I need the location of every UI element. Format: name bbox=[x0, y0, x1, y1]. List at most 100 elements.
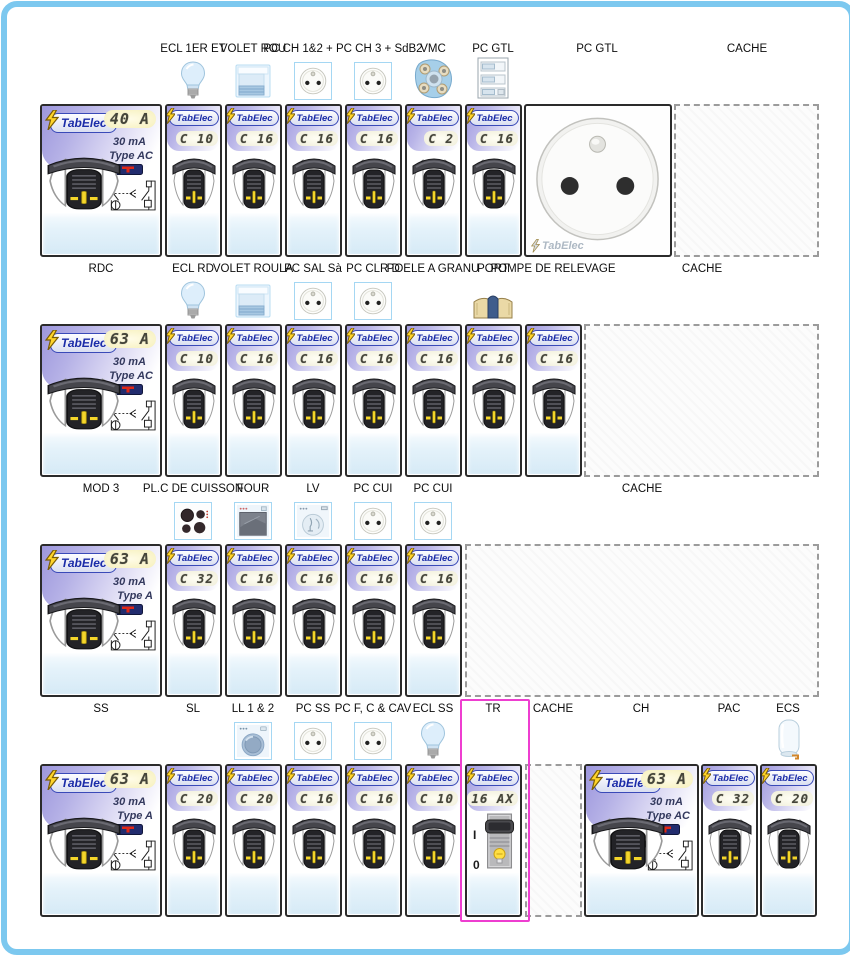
socket-icon[interactable] bbox=[414, 502, 452, 540]
differential-switch-module[interactable]: TabElec 63 A 30 mA Type A bbox=[40, 764, 162, 917]
circuit-label[interactable]: PC CH 1&2 + PC CH 3 + SdB2 bbox=[263, 43, 423, 55]
circuit-label[interactable]: ECL RD bbox=[172, 263, 214, 275]
circuit-breaker-module[interactable]: TabElec C 16 bbox=[225, 104, 282, 257]
dishwasher-icon[interactable] bbox=[294, 502, 332, 540]
circuit-label[interactable]: VOLET ROULA bbox=[212, 263, 294, 275]
circuit-breaker-module[interactable]: TabElec C 16 bbox=[285, 544, 342, 697]
blank-cover-module[interactable] bbox=[525, 764, 582, 917]
socket-icon[interactable] bbox=[354, 502, 392, 540]
circuit-label[interactable]: VOLET ROU bbox=[219, 43, 287, 55]
circuit-breaker-module[interactable]: TabElec C 16 bbox=[525, 324, 582, 477]
circuit-label[interactable]: CACHE bbox=[621, 483, 663, 495]
circuit-breaker-module[interactable]: TabElec C 16 bbox=[285, 104, 342, 257]
circuit-label[interactable]: CH bbox=[632, 703, 650, 715]
circuit-label[interactable]: FOUR bbox=[236, 483, 270, 495]
circuit-breaker-module[interactable]: TabElec C 20 bbox=[225, 764, 282, 917]
module-bottom-band bbox=[408, 432, 459, 474]
circuit-label[interactable]: TR bbox=[485, 703, 501, 715]
shutter-icon[interactable] bbox=[234, 62, 272, 100]
circuit-label[interactable]: ECS bbox=[776, 703, 800, 715]
breaker-lever-art bbox=[352, 378, 395, 429]
circuit-breaker-module[interactable]: TabElec C 16 bbox=[345, 764, 402, 917]
circuit-breaker-module[interactable]: TabElec C 16 bbox=[405, 324, 462, 477]
vmc-icon[interactable] bbox=[411, 56, 455, 100]
circuit-breaker-module[interactable]: TabElec C 32 bbox=[165, 544, 222, 697]
socket-icon[interactable] bbox=[354, 62, 392, 100]
socket-icon[interactable] bbox=[354, 282, 392, 320]
circuit-breaker-module[interactable]: TabElec C 10 bbox=[165, 104, 222, 257]
circuit-breaker-module[interactable]: TabElec C 20 bbox=[760, 764, 817, 917]
circuit-label[interactable]: PAC bbox=[717, 703, 741, 715]
differential-switch-module[interactable]: TabElec 63 A 30 mA Type A bbox=[40, 544, 162, 697]
socket-icon[interactable] bbox=[354, 722, 392, 760]
circuit-label[interactable]: LL 1 & 2 bbox=[231, 703, 275, 715]
circuit-breaker-module[interactable]: TabElec C 16 bbox=[285, 764, 342, 917]
circuit-label[interactable]: CACHE bbox=[726, 43, 768, 55]
circuit-label[interactable]: PL.C DE CUISSON bbox=[142, 483, 244, 495]
circuit-label[interactable]: PC F, C & CAV bbox=[334, 703, 412, 715]
circuit-label[interactable]: CACHE bbox=[532, 703, 574, 715]
circuit-label[interactable]: PC GTL bbox=[472, 43, 514, 55]
socket-outlet-module[interactable]: TabElec bbox=[524, 104, 672, 257]
circuit-label[interactable]: PC CUI bbox=[353, 483, 393, 495]
circuit-breaker-module[interactable]: TabElec C 16 bbox=[345, 544, 402, 697]
circuit-breaker-module[interactable]: TabElec C 2 bbox=[405, 104, 462, 257]
circuit-label[interactable]: SL bbox=[185, 703, 201, 715]
cooktop-icon[interactable] bbox=[174, 502, 212, 540]
circuit-breaker-module[interactable]: TabElec C 20 bbox=[165, 764, 222, 917]
circuit-label[interactable]: PC SAL Sà bbox=[284, 263, 342, 275]
circuit-breaker-module[interactable]: TabElec C 16 bbox=[345, 324, 402, 477]
telerupteur-module[interactable]: TabElec 16 AX I 0 bbox=[465, 764, 522, 917]
circuit-label[interactable]: PC CLR D bbox=[346, 263, 400, 275]
bulb-icon[interactable] bbox=[178, 60, 208, 100]
circuit-label[interactable]: LV bbox=[306, 483, 320, 495]
circuit-label[interactable]: CACHE bbox=[681, 263, 723, 275]
circuit-label[interactable]: ECL 1ER ET bbox=[160, 43, 226, 55]
differential-switch-module[interactable]: TabElec 63 A 30 mA Type AC bbox=[584, 764, 699, 917]
socket-icon[interactable] bbox=[294, 282, 332, 320]
circuit-label[interactable]: POMPE DE RELEVAGE bbox=[490, 263, 616, 275]
circuit-label[interactable]: POELE A GRANU bbox=[386, 263, 480, 275]
brand-logo: TabElec bbox=[287, 767, 339, 786]
bulb-icon[interactable] bbox=[178, 280, 208, 320]
circuit-breaker-module[interactable]: TabElec C 10 bbox=[405, 764, 462, 917]
rating-display: C 16 bbox=[295, 351, 338, 366]
differential-switch-module[interactable]: TabElec 63 A 30 mA Type AC bbox=[40, 324, 162, 477]
shutter-icon[interactable] bbox=[234, 282, 272, 320]
circuit-breaker-module[interactable]: TabElec C 16 bbox=[225, 544, 282, 697]
gate-icon[interactable] bbox=[471, 290, 515, 320]
circuit-breaker-module[interactable]: TabElec C 32 bbox=[701, 764, 758, 917]
circuit-breaker-module[interactable]: TabElec C 10 bbox=[165, 324, 222, 477]
circuit-breaker-module[interactable]: TabElec C 16 bbox=[225, 324, 282, 477]
circuit-label[interactable]: VMC bbox=[420, 43, 446, 55]
rating-display: C 16 bbox=[355, 571, 398, 586]
gtl-icon[interactable] bbox=[476, 56, 510, 100]
circuit-label[interactable]: SS bbox=[93, 703, 109, 715]
circuit-label[interactable]: RDC bbox=[88, 263, 114, 275]
circuit-label[interactable]: PC GTL bbox=[576, 43, 618, 55]
bulb-icon[interactable] bbox=[418, 720, 448, 760]
circuit-label[interactable]: PC SS bbox=[295, 703, 331, 715]
module-bottom-band bbox=[763, 872, 814, 914]
differential-switch-module[interactable]: TabElec 40 A 30 mA Type AC bbox=[40, 104, 162, 257]
waterheater-icon[interactable] bbox=[776, 718, 802, 760]
circuit-breaker-module[interactable]: TabElec C 16 bbox=[285, 324, 342, 477]
washer-icon[interactable] bbox=[234, 722, 272, 760]
blank-cover-module[interactable] bbox=[465, 544, 819, 697]
circuit-breaker-module[interactable]: TabElec C 16 bbox=[465, 104, 522, 257]
blank-cover-module[interactable] bbox=[584, 324, 819, 477]
lightning-icon bbox=[167, 327, 176, 345]
circuit-label[interactable]: ECL SS bbox=[412, 703, 454, 715]
oven-icon[interactable] bbox=[234, 502, 272, 540]
blank-cover-module[interactable] bbox=[674, 104, 819, 257]
circuit-breaker-module[interactable]: TabElec C 16 bbox=[465, 324, 522, 477]
circuit-breaker-module[interactable]: TabElec C 16 bbox=[405, 544, 462, 697]
lightning-icon bbox=[287, 767, 296, 785]
socket-icon[interactable] bbox=[294, 62, 332, 100]
circuit-label[interactable]: PC CUI bbox=[413, 483, 453, 495]
circuit-breaker-module[interactable]: TabElec C 16 bbox=[345, 104, 402, 257]
circuit-label[interactable]: MOD 3 bbox=[82, 483, 120, 495]
circuit-label[interactable]: PORT bbox=[477, 263, 509, 275]
module-bottom-band bbox=[468, 872, 519, 914]
socket-icon[interactable] bbox=[294, 722, 332, 760]
